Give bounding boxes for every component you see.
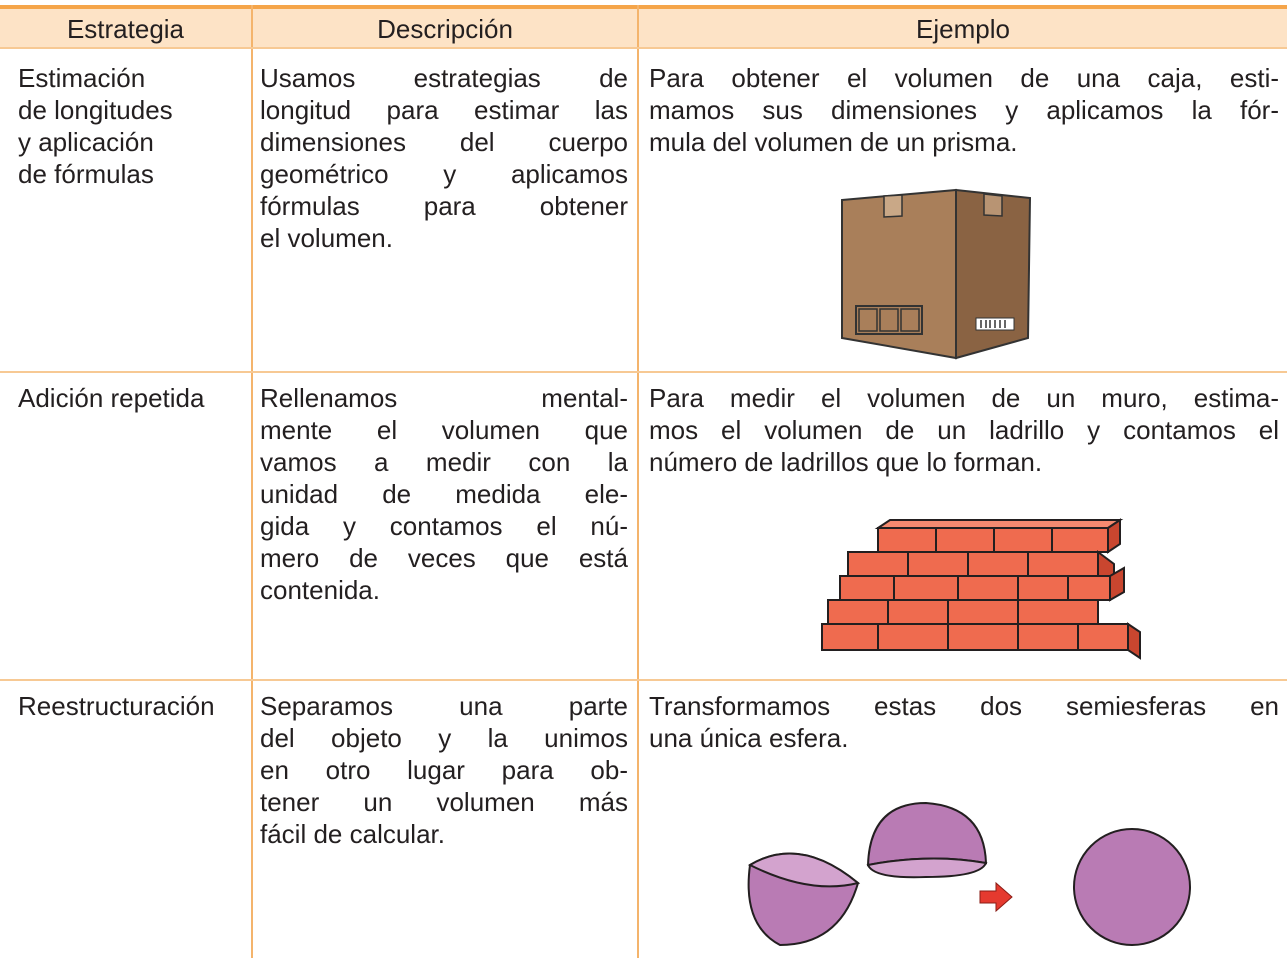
description-cell: Separamos una parte del objeto y la unimo… [260,690,628,850]
text-line: Para medir el volumen de un muro, estima… [649,383,1279,413]
text-line: Usamos estrategias de [260,63,628,93]
row-divider [0,679,1287,681]
text-line: mente el volumen que [260,415,628,445]
header-cell: Descripción [377,14,513,44]
strategy-cell: Reestructuración [18,690,248,722]
text-line: mero de veces que está [260,543,628,573]
text-line: gida y contamos el nú- [260,511,628,541]
text-line: Adición repetida [18,383,205,413]
example-cell: Para medir el volumen de un muro, estima… [649,382,1279,478]
text-line: longitud para estimar las [260,95,628,125]
column-divider [637,5,639,958]
text-line: de longitudes [18,95,173,125]
text-line: fácil de calcular. [260,819,445,849]
description-cell: Usamos estrategias de longitud para estim… [260,62,628,254]
text-line: en otro lugar para ob- [260,755,628,785]
text-line: mos el volumen de un ladrillo y contamos… [649,415,1279,445]
text-line: tener un volumen más [260,787,628,817]
text-line: una única esfera. [649,723,849,753]
text-line: contenida. [260,575,380,605]
text-line: Rellenamos mental- [260,383,628,413]
text-line: dimensiones del cuerpo [260,127,628,157]
text-line: unidad de medida ele- [260,479,628,509]
brick-wall-illustration [821,518,1141,660]
text-line: Separamos una parte [260,691,628,721]
text-line: mula del volumen de un prisma. [649,127,1018,157]
text-line: el volumen. [260,223,393,253]
text-line: y aplicación [18,127,154,157]
header-band [0,5,1287,48]
strategy-cell: Adición repetida [18,382,248,414]
text-line: mamos sus dimensiones y aplicamos la fór… [649,95,1279,125]
description-cell: Rellenamos mental-mente el volumen que va… [260,382,628,606]
text-line: número de ladrillos que lo forman. [649,447,1043,477]
column-divider [251,5,253,958]
text-line: Para obtener el volumen de una caja, est… [649,63,1279,93]
text-line: Estimación [18,63,146,93]
text-line: del objeto y la unimos [260,723,628,753]
text-line: fórmulas para obtener [260,191,628,221]
example-cell: Transformamos estas dos semiesferas en un… [649,690,1279,754]
header-cell: Estrategia [66,14,185,44]
text-line: Reestructuración [18,691,215,721]
text-line: Transformamos estas dos semiesferas en [649,691,1279,721]
text-line: vamos a medir con la [260,447,628,477]
strategy-cell: Estimación de longitudes y aplicación de fó… [18,62,248,190]
row-divider [0,371,1287,373]
spheres-illustration [747,801,1191,947]
text-line: de fórmulas [18,159,154,189]
text-line: geométrico y aplicamos [260,159,628,189]
row-divider [0,47,1287,49]
example-cell: Para obtener el volumen de una caja, est… [649,62,1279,158]
box-illustration [841,188,1032,360]
header-cell: Ejemplo [916,14,1010,44]
